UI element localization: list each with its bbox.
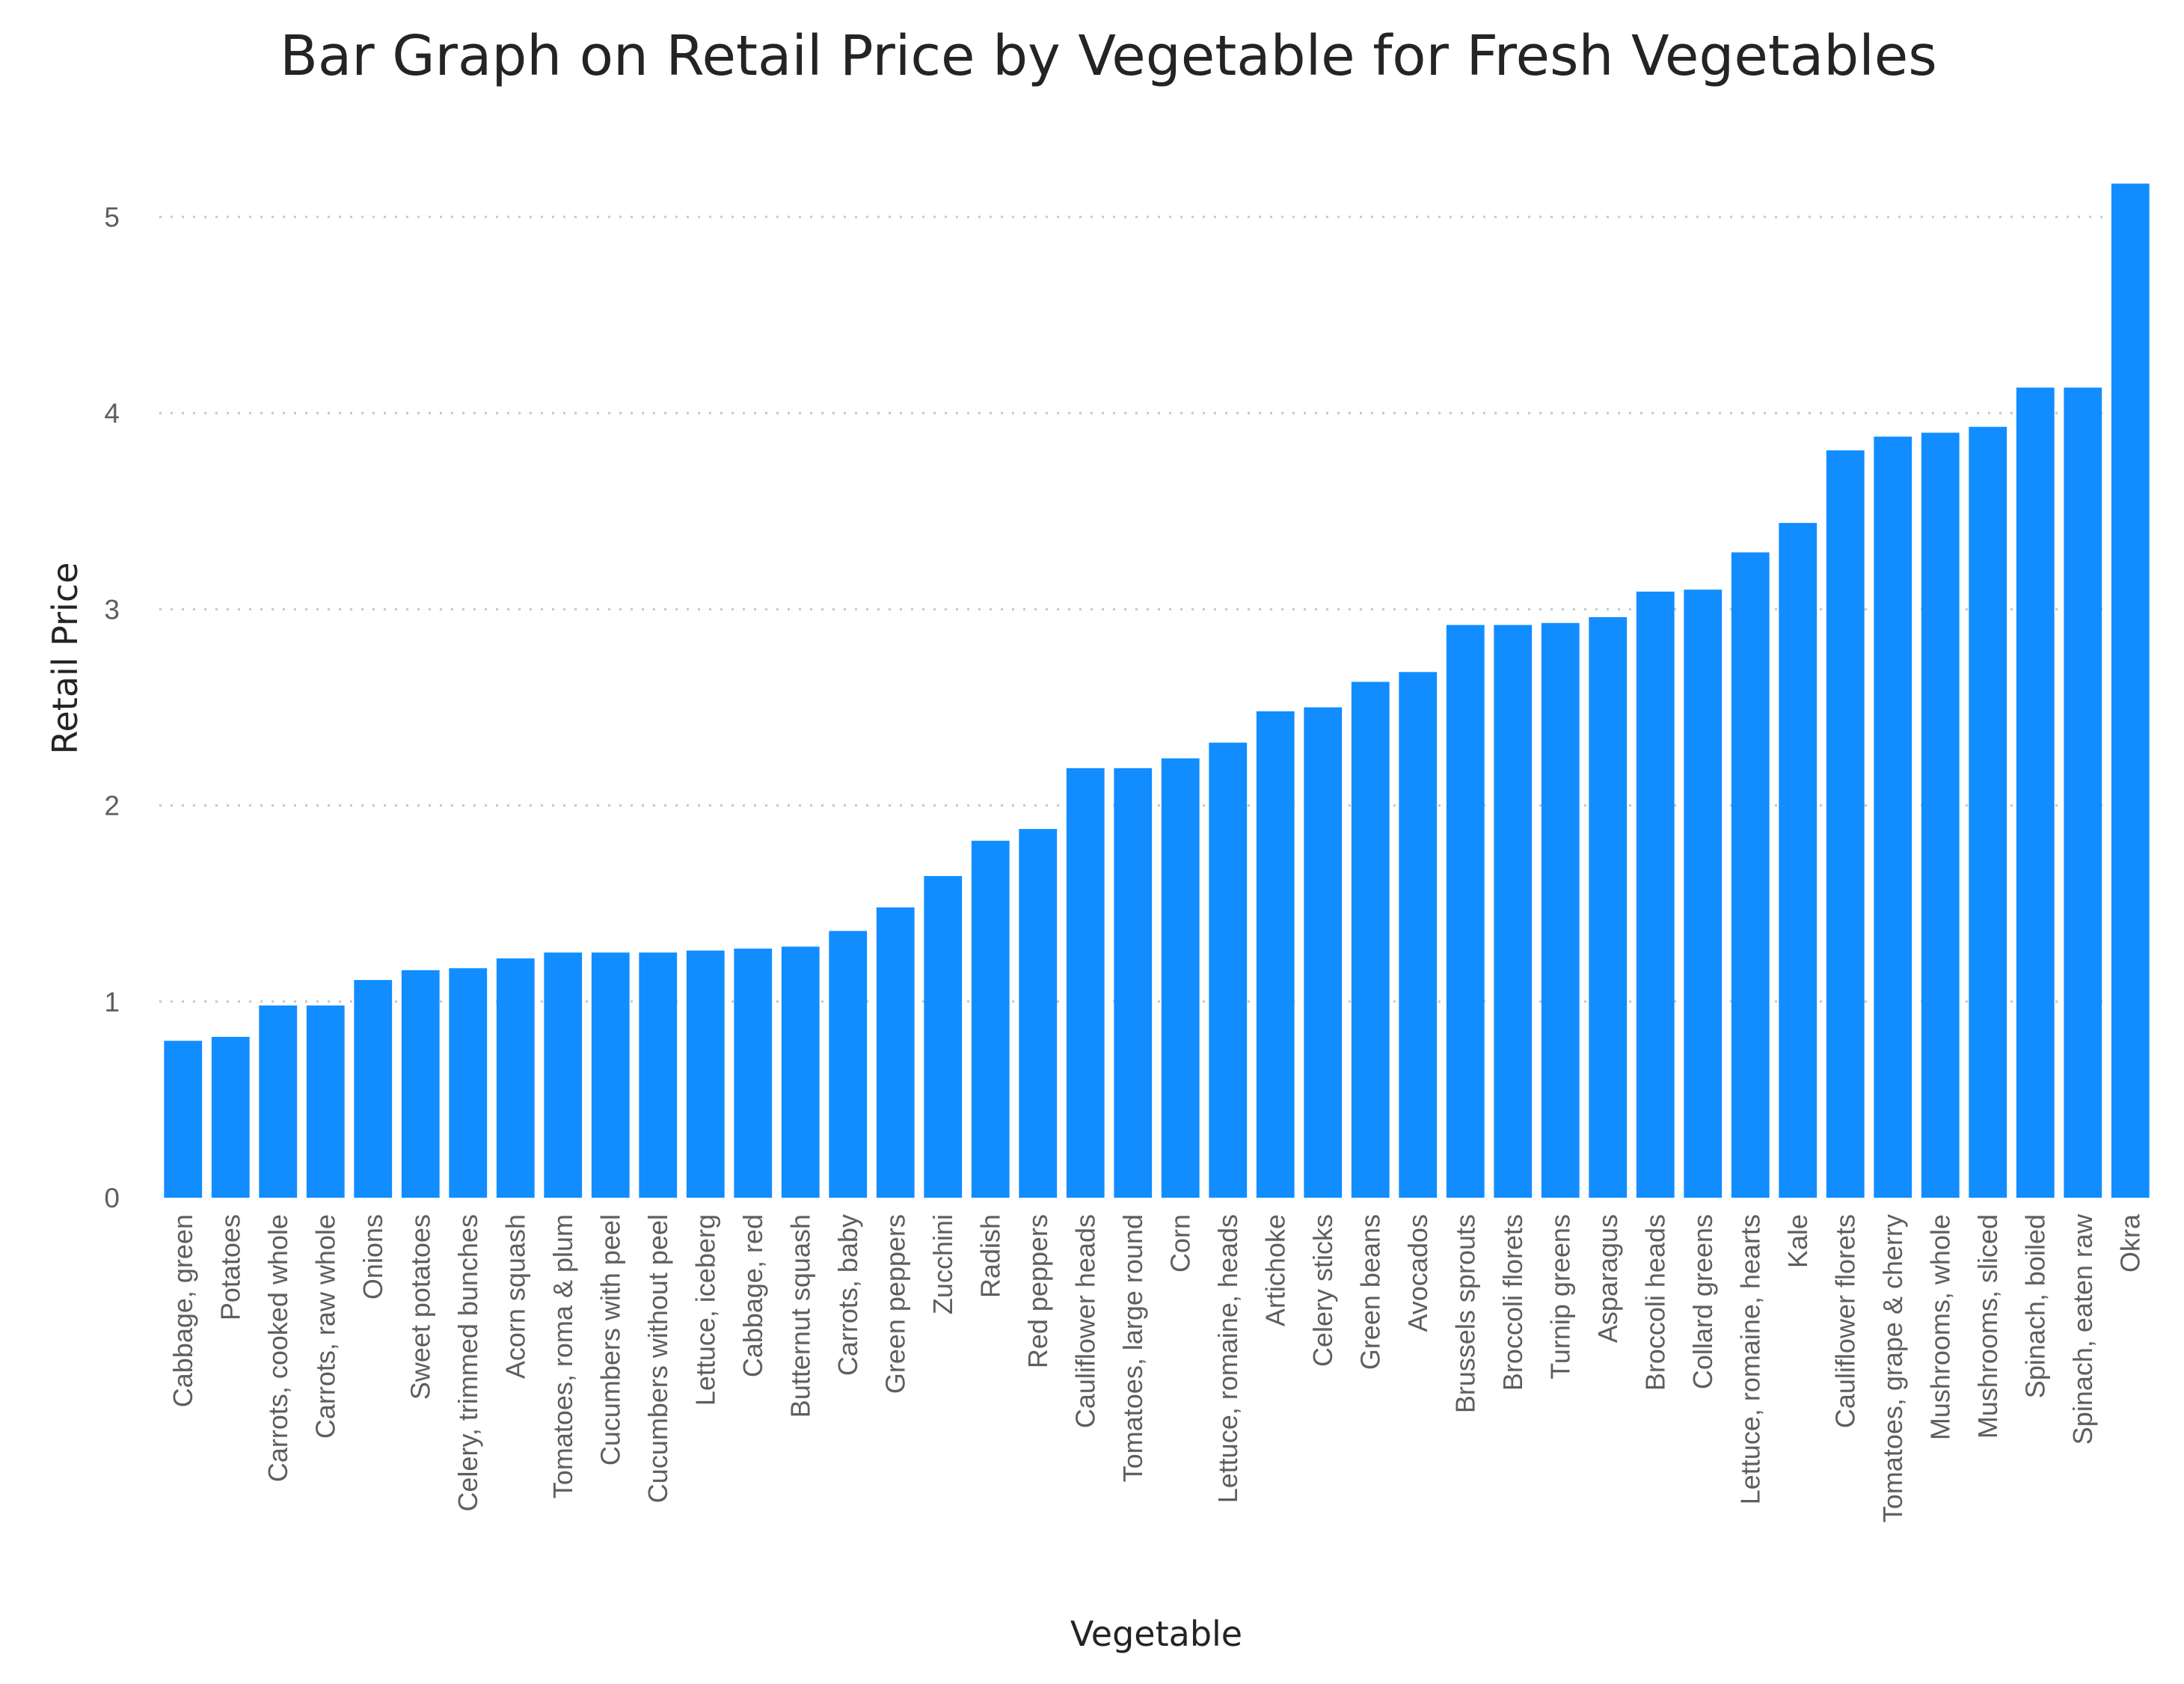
x-category-label: Collard greens xyxy=(1687,1214,1718,1389)
x-category-label: Lettuce, romaine, hearts xyxy=(1734,1214,1765,1504)
bar[interactable] xyxy=(1446,625,1485,1198)
bar[interactable] xyxy=(449,968,488,1198)
bar[interactable] xyxy=(1066,768,1105,1198)
x-category-label: Potatoes xyxy=(215,1214,245,1320)
x-category-label: Kale xyxy=(1782,1214,1813,1268)
x-category-label: Sweet potatoes xyxy=(405,1214,435,1400)
y-tick-label: 4 xyxy=(104,398,120,429)
bar[interactable] xyxy=(1161,758,1200,1198)
x-category-label: Turnip greens xyxy=(1545,1214,1575,1380)
x-category-label: Carrots, cooked whole xyxy=(263,1214,293,1482)
bar[interactable] xyxy=(1399,672,1438,1198)
bar[interactable] xyxy=(2111,183,2150,1198)
bar[interactable] xyxy=(1826,450,1865,1198)
bar[interactable] xyxy=(306,1005,345,1198)
x-category-label: Spinach, eaten raw xyxy=(2067,1213,2098,1445)
bar[interactable] xyxy=(211,1036,250,1198)
x-category-label: Red peppers xyxy=(1022,1214,1053,1368)
y-tick-label: 2 xyxy=(104,791,120,821)
bar[interactable] xyxy=(1209,742,1248,1198)
x-category-label: Tomatoes, roma & plum xyxy=(547,1214,578,1498)
x-category-label: Corn xyxy=(1165,1214,1195,1273)
x-category-label: Lettuce, iceberg xyxy=(690,1214,720,1406)
y-tick-label: 0 xyxy=(104,1183,120,1213)
bar[interactable] xyxy=(1969,426,2007,1198)
bar[interactable] xyxy=(164,1041,203,1198)
bar[interactable] xyxy=(1351,682,1390,1198)
bars xyxy=(164,183,2150,1198)
gridlines xyxy=(159,215,2154,1003)
bar[interactable] xyxy=(781,946,820,1198)
bar[interactable] xyxy=(971,840,1010,1198)
bar[interactable] xyxy=(401,970,440,1198)
y-axis-title: Retail Price xyxy=(45,563,85,755)
x-category-label: Brussels sprouts xyxy=(1450,1214,1480,1413)
bar[interactable] xyxy=(496,958,535,1198)
x-category-label: Artichoke xyxy=(1260,1214,1290,1326)
x-category-label: Cauliflower heads xyxy=(1070,1214,1100,1428)
x-category-label: Green beans xyxy=(1355,1214,1385,1370)
x-category-label: Cucumbers with peel xyxy=(595,1214,625,1466)
x-category-label: Carrots, raw whole xyxy=(310,1214,340,1439)
x-category-label: Tomatoes, large round xyxy=(1117,1214,1148,1482)
bar[interactable] xyxy=(924,875,963,1198)
bar[interactable] xyxy=(1731,552,1770,1198)
bar[interactable] xyxy=(1304,707,1343,1198)
x-category-label: Cucumbers without peel xyxy=(642,1214,673,1503)
bar[interactable] xyxy=(829,931,868,1198)
x-axis-category-labels: Cabbage, green Potatoes Carrots, cooked wh… xyxy=(168,1213,2146,1522)
bar[interactable] xyxy=(1019,829,1058,1198)
x-category-label: Lettuce, romaine, heads xyxy=(1212,1214,1243,1503)
x-category-label: Cabbage, red xyxy=(737,1214,768,1377)
bar[interactable] xyxy=(259,1005,298,1198)
x-category-label: Carrots, baby xyxy=(832,1214,863,1376)
x-category-label: Cabbage, green xyxy=(168,1214,198,1407)
bar[interactable] xyxy=(1589,616,1628,1198)
x-category-label: Mushrooms, whole xyxy=(1924,1214,1955,1440)
bar[interactable] xyxy=(591,952,630,1198)
bar[interactable] xyxy=(1779,523,1818,1198)
bar[interactable] xyxy=(544,952,583,1198)
x-category-label: Tomatoes, grape & cherry xyxy=(1877,1214,1908,1522)
x-category-label: Spinach, boiled xyxy=(2019,1214,2050,1398)
bar[interactable] xyxy=(639,952,678,1198)
bar[interactable] xyxy=(1636,591,1675,1198)
x-category-label: Onions xyxy=(358,1214,388,1299)
x-category-label: Broccoli florets xyxy=(1497,1214,1528,1391)
x-category-label: Cauliflower florets xyxy=(1829,1214,1860,1428)
bar[interactable] xyxy=(2064,388,2102,1198)
x-category-label: Asparagus xyxy=(1592,1214,1623,1343)
bar[interactable] xyxy=(686,950,725,1198)
bar[interactable] xyxy=(876,907,915,1198)
x-category-label: Radish xyxy=(975,1214,1005,1298)
bar[interactable] xyxy=(1684,590,1723,1198)
x-axis-title: Vegetable xyxy=(1070,1614,1242,1654)
x-category-label: Avocados xyxy=(1402,1214,1433,1332)
x-category-label: Mushrooms, sliced xyxy=(1972,1214,2003,1439)
chart-title: Bar Graph on Retail Price by Vegetable f… xyxy=(280,24,1937,88)
x-category-label: Acorn squash xyxy=(500,1214,530,1379)
x-category-label: Celery, trimmed bunches xyxy=(453,1214,483,1511)
bar[interactable] xyxy=(354,979,393,1198)
y-tick-label: 3 xyxy=(104,594,120,625)
x-category-label: Green peppers xyxy=(880,1214,910,1394)
y-tick-label: 5 xyxy=(104,202,120,233)
bar[interactable] xyxy=(734,949,773,1198)
x-category-label: Butternut squash xyxy=(785,1214,815,1418)
bar[interactable] xyxy=(2016,388,2055,1198)
bar[interactable] xyxy=(1874,436,1912,1198)
x-category-label: Okra xyxy=(2114,1213,2145,1273)
x-category-label: Broccoli heads xyxy=(1639,1214,1670,1391)
x-category-label: Zucchini xyxy=(927,1214,958,1314)
bar[interactable] xyxy=(1114,768,1153,1198)
bar[interactable] xyxy=(1921,432,1960,1198)
bar[interactable] xyxy=(1256,711,1295,1198)
bar[interactable] xyxy=(1541,622,1580,1198)
bar[interactable] xyxy=(1494,625,1533,1198)
x-category-label: Celery sticks xyxy=(1307,1214,1338,1367)
y-tick-label: 1 xyxy=(104,987,120,1017)
y-axis-ticks: 0 1 2 3 4 5 xyxy=(104,202,120,1213)
